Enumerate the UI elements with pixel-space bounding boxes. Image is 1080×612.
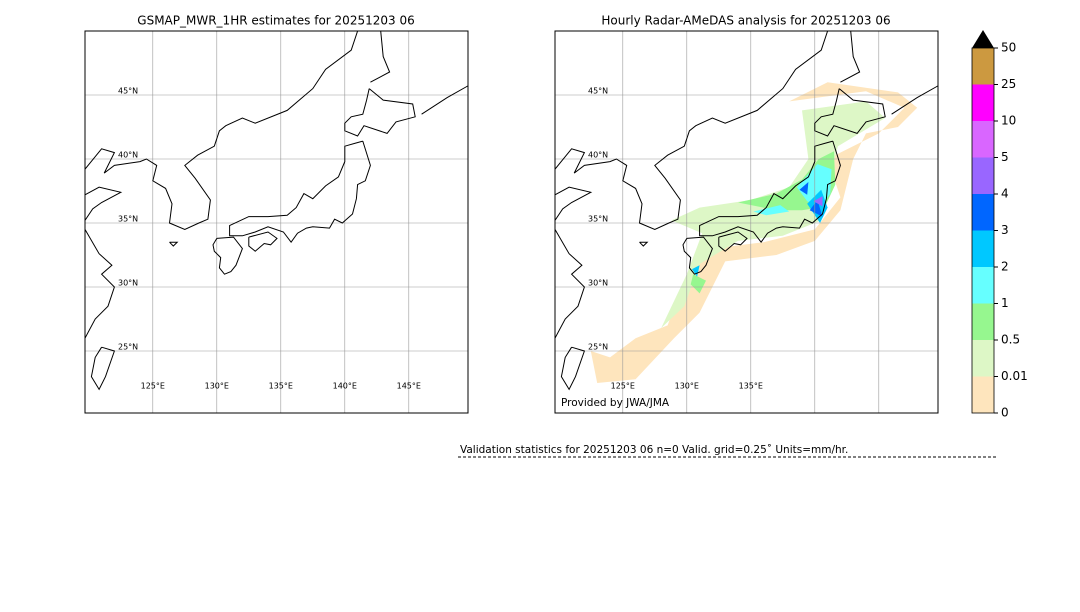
lat-label: 35°N xyxy=(118,215,138,224)
colorbar-label: 10 xyxy=(1001,114,1016,128)
coastline xyxy=(169,241,179,247)
colorbar-swatch xyxy=(972,230,994,267)
lat-label: 40°N xyxy=(118,151,138,160)
coastline xyxy=(555,31,829,230)
lon-label: 140°E xyxy=(333,382,357,391)
coastline xyxy=(639,241,649,247)
precip-area xyxy=(753,205,790,216)
coastline xyxy=(90,346,116,391)
precip-area xyxy=(813,196,823,207)
precip-area xyxy=(590,82,918,383)
lat-label: 30°N xyxy=(588,279,608,288)
colorbar-label: 0 xyxy=(1001,406,1009,420)
coastline xyxy=(555,186,593,221)
coastline xyxy=(682,236,713,275)
validation-text: Validation statistics for 20251203 06 n=… xyxy=(460,444,848,456)
colorbar-label: 2 xyxy=(1001,260,1009,274)
colorbar-swatch xyxy=(972,340,994,377)
coastline xyxy=(891,85,938,115)
coastline xyxy=(229,140,371,244)
map-body xyxy=(85,31,468,413)
panel-title: GSMAP_MWR_1HR estimates for 20251203 06 xyxy=(137,14,414,28)
panel-title: Hourly Radar-AMeDAS analysis for 2025120… xyxy=(601,14,890,28)
colorbar-swatch xyxy=(972,48,994,85)
precip-area xyxy=(799,182,809,195)
precip-area xyxy=(809,200,823,217)
coastline xyxy=(421,85,468,115)
lon-label: 135°E xyxy=(269,382,293,391)
colorbar-swatch xyxy=(972,157,994,194)
map-frame xyxy=(84,30,469,414)
colorbar-swatch xyxy=(972,121,994,158)
colorbar-label: 5 xyxy=(1001,150,1009,164)
lat-label: 45°N xyxy=(118,87,138,96)
lat-label: 40°N xyxy=(588,151,608,160)
coastline xyxy=(212,236,243,275)
coastline xyxy=(85,229,115,339)
lat-label: 45°N xyxy=(588,87,608,96)
lat-label: 30°N xyxy=(118,279,138,288)
colorbar-swatch xyxy=(972,376,994,413)
colorbar-swatch xyxy=(972,267,994,304)
colorbar-label: 0.01 xyxy=(1001,369,1028,383)
coastline xyxy=(560,346,586,391)
precip-area xyxy=(692,265,700,277)
lon-label: 125°E xyxy=(141,382,165,391)
lon-label: 130°E xyxy=(205,382,229,391)
colorbar-label: 3 xyxy=(1001,223,1009,237)
map-body xyxy=(555,31,938,413)
colorbar-swatch xyxy=(972,84,994,121)
lat-label: 25°N xyxy=(588,343,608,352)
colorbar-label: 50 xyxy=(1001,41,1016,55)
colorbar-extend xyxy=(972,30,994,48)
lat-label: 25°N xyxy=(118,343,138,352)
colorbar-label: 4 xyxy=(1001,187,1009,201)
colorbar-label: 1 xyxy=(1001,296,1009,310)
lon-label: 125°E xyxy=(611,382,635,391)
lon-label: 145°E xyxy=(397,382,421,391)
coastline xyxy=(718,231,748,252)
coastline xyxy=(555,229,585,339)
lon-label: 135°E xyxy=(739,382,763,391)
coastline xyxy=(85,186,123,221)
colorbar-swatch xyxy=(972,194,994,231)
colorbar-swatch xyxy=(972,303,994,340)
lon-label: 130°E xyxy=(675,382,699,391)
map-panel: 45°N 40°N 35°N 30°N 25°N 125°E 130°E 135°E Provi… xyxy=(554,30,939,414)
lat-label: 35°N xyxy=(588,215,608,224)
coastline xyxy=(699,140,841,244)
colorbar-label: 25 xyxy=(1001,77,1016,91)
precip-area xyxy=(690,274,706,294)
colorbar-label: 0.5 xyxy=(1001,333,1020,347)
coastline xyxy=(248,231,278,252)
credit: Provided by JWA/JMA xyxy=(561,397,670,409)
map-frame xyxy=(554,30,939,414)
coastline xyxy=(814,88,886,137)
coastline xyxy=(85,31,359,230)
map-panel: 45°N 40°N 35°N 30°N 25°N 125°E 130°E 135°E 140°E… xyxy=(84,30,469,414)
coastline xyxy=(370,31,391,83)
coastline xyxy=(344,88,416,137)
coastline xyxy=(840,31,861,83)
